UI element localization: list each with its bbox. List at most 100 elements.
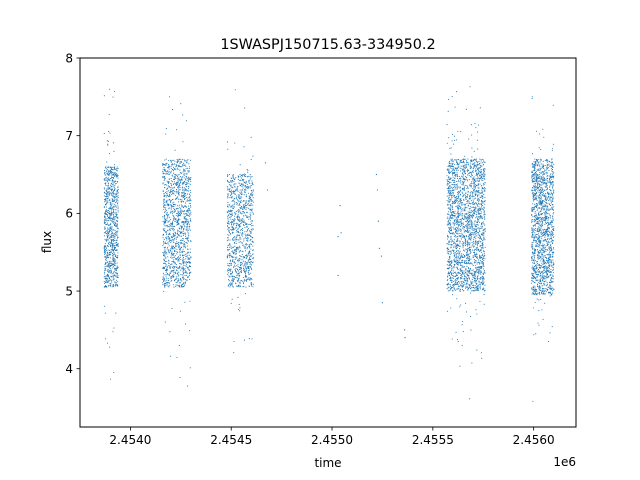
data-point <box>471 270 473 272</box>
data-point <box>162 183 164 185</box>
data-point <box>110 169 112 172</box>
data-point <box>453 219 455 221</box>
data-point <box>476 227 478 229</box>
data-point <box>458 164 460 166</box>
data-point <box>170 165 172 167</box>
data-point <box>181 183 183 185</box>
data-point <box>252 237 254 239</box>
data-point <box>231 238 234 240</box>
data-point <box>465 285 467 287</box>
data-point <box>111 273 113 275</box>
data-point <box>103 206 105 208</box>
data-point <box>248 223 250 225</box>
data-point <box>478 216 480 218</box>
data-point <box>449 216 451 218</box>
data-point <box>240 191 242 193</box>
data-point <box>111 208 113 210</box>
data-point <box>451 272 453 274</box>
data-point <box>228 189 231 191</box>
data-point <box>239 183 241 185</box>
data-point <box>228 230 230 232</box>
data-point <box>104 172 106 174</box>
data-point <box>186 279 188 281</box>
data-point <box>172 267 174 269</box>
data-point <box>453 143 455 145</box>
data-point <box>252 245 254 247</box>
data-point <box>184 261 186 263</box>
data-point <box>235 253 237 255</box>
data-point <box>451 96 453 98</box>
data-point <box>115 234 117 236</box>
data-point <box>250 228 252 230</box>
data-point <box>226 179 229 181</box>
data-point <box>106 181 108 183</box>
data-point <box>480 200 483 202</box>
data-point <box>104 179 106 181</box>
data-point <box>251 241 253 243</box>
data-point <box>177 181 179 183</box>
data-point <box>461 180 463 183</box>
data-point <box>245 254 248 257</box>
data-point <box>244 188 246 191</box>
data-point <box>109 208 111 210</box>
data-point <box>483 212 485 214</box>
data-point <box>238 260 240 262</box>
data-point <box>450 160 452 162</box>
data-point <box>173 182 175 184</box>
data-point <box>457 228 459 230</box>
data-point <box>251 209 253 211</box>
data-point <box>115 270 117 272</box>
data-point <box>230 210 233 212</box>
data-point <box>189 203 192 205</box>
data-point <box>181 189 184 191</box>
data-point <box>183 264 185 266</box>
data-point <box>464 250 466 252</box>
data-point <box>246 215 248 217</box>
data-point <box>183 271 185 274</box>
data-point <box>459 224 461 226</box>
data-point <box>106 234 108 237</box>
data-point <box>103 282 106 285</box>
data-point <box>451 239 453 241</box>
data-point <box>162 164 164 166</box>
data-point <box>165 264 167 266</box>
data-point <box>187 205 189 207</box>
data-point <box>178 280 180 282</box>
data-point <box>114 172 116 174</box>
data-point <box>231 221 233 223</box>
data-point <box>189 278 191 281</box>
data-point <box>466 163 468 165</box>
data-point <box>190 219 192 221</box>
data-point <box>170 218 172 221</box>
data-point <box>450 153 452 155</box>
data-point <box>238 245 240 247</box>
data-point <box>458 214 460 216</box>
data-point <box>112 254 114 256</box>
data-point <box>106 255 108 257</box>
data-point <box>467 187 469 189</box>
data-point <box>231 205 233 207</box>
data-point <box>455 205 457 207</box>
data-point <box>452 294 454 296</box>
data-point <box>243 212 246 214</box>
data-point <box>247 192 250 194</box>
data-point <box>463 207 465 209</box>
data-point <box>455 226 457 229</box>
data-point <box>242 224 245 226</box>
data-point <box>448 201 451 203</box>
data-point <box>163 169 166 172</box>
data-point <box>476 204 478 206</box>
data-point <box>250 233 252 235</box>
data-point <box>164 283 167 285</box>
data-point <box>464 272 467 274</box>
data-point <box>226 185 228 188</box>
data-point <box>188 272 190 274</box>
data-point <box>482 182 484 185</box>
data-point <box>180 194 183 196</box>
data-point <box>106 194 108 196</box>
data-point <box>227 227 229 229</box>
data-point <box>450 210 452 212</box>
data-point <box>474 165 476 167</box>
data-point <box>249 266 251 268</box>
data-point <box>171 257 173 259</box>
